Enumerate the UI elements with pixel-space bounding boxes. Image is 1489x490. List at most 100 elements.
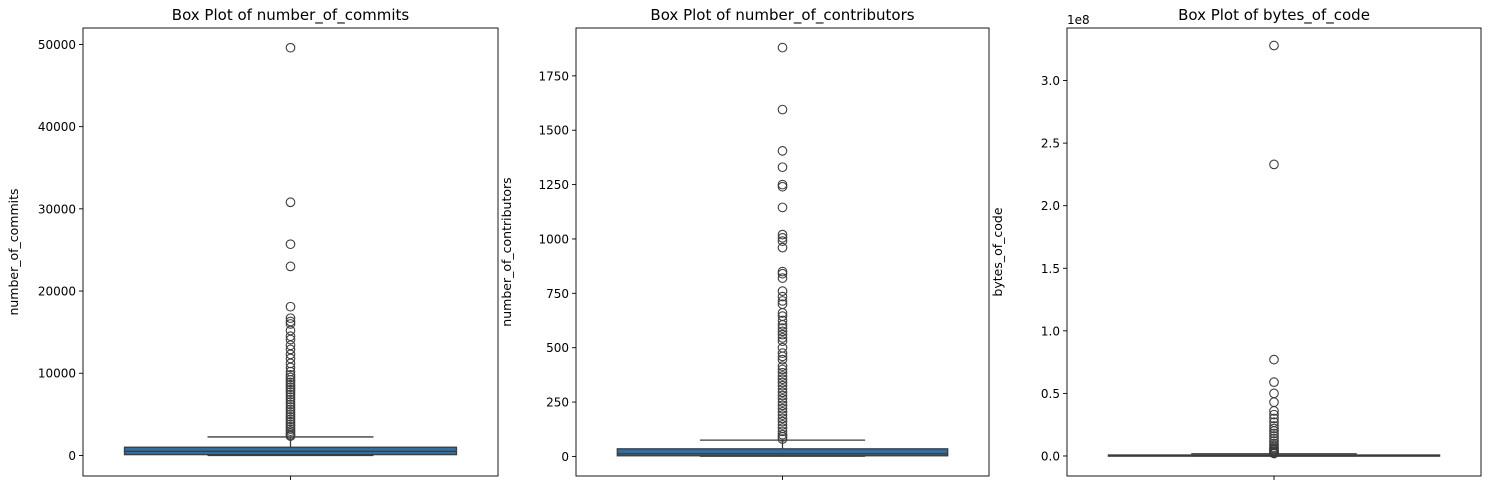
outlier-point: [777, 233, 788, 243]
outlier-point: [777, 434, 788, 444]
plot-frame: [575, 27, 990, 477]
outlier-point: [777, 420, 788, 430]
outlier-point: [285, 384, 296, 395]
outlier-point: [777, 387, 788, 398]
y-tick-label: 250: [546, 396, 569, 410]
outlier-point: [1269, 413, 1279, 424]
outlier-point: [777, 179, 788, 190]
outlier-point: [777, 315, 788, 326]
outlier-point: [1269, 428, 1279, 439]
outlier-point: [777, 146, 788, 156]
outlier-point: [285, 362, 296, 373]
box-iqr: [616, 448, 949, 457]
y-tick-label: 2.5: [1041, 137, 1060, 151]
outlier-point: [777, 410, 788, 420]
y-tick-label: 20000: [38, 285, 76, 299]
outlier-point: [285, 372, 296, 383]
outlier-point: [777, 42, 788, 53]
outlier-point: [777, 406, 788, 417]
outlier-point: [1269, 431, 1279, 441]
outlier-point: [777, 329, 788, 340]
outlier-point: [285, 42, 296, 53]
outlier-point: [285, 319, 296, 329]
outlier-point: [777, 380, 788, 391]
outlier-point: [285, 374, 296, 385]
y-tick-label: 0: [561, 450, 569, 464]
y-tick-label: 1250: [538, 178, 569, 192]
outlier-point: [777, 320, 788, 330]
y-tick-label: 30000: [38, 202, 76, 216]
outlier-point: [1269, 377, 1279, 387]
outlier-point: [285, 407, 296, 417]
outlier-point: [285, 431, 296, 441]
subplot-2: Box Plot of number_of_contributors 0 250 50…: [499, 6, 990, 480]
outlier-point: [777, 400, 788, 411]
outlier-point: [777, 348, 788, 358]
outlier-point: [777, 268, 788, 279]
y-tick-label: 1000: [538, 232, 569, 246]
outlier-point: [285, 394, 296, 405]
outlier-point: [777, 162, 788, 173]
plot-frame: [82, 27, 499, 477]
outlier-point: [777, 336, 788, 347]
outlier-point: [1269, 397, 1279, 408]
outlier-point: [777, 361, 788, 372]
outlier-point: [777, 104, 788, 115]
outlier-point: [777, 229, 788, 240]
outlier-point: [777, 397, 788, 407]
outlier-point: [777, 351, 788, 362]
outlier-point: [777, 273, 788, 283]
outlier-point: [1269, 409, 1279, 420]
y-tick-label: 10000: [38, 367, 76, 381]
outlier-point: [777, 426, 788, 437]
y-axis-label: number_of_contributors: [499, 177, 514, 326]
y-tick-label: 3.0: [1041, 74, 1060, 88]
outlier-point: [777, 291, 788, 302]
y-tick-label: 1.0: [1041, 324, 1060, 338]
subplot-1: Box Plot of number_of_commits 0 10000 20000…: [6, 6, 499, 480]
outlier-point: [285, 404, 296, 415]
y-tick-label: 750: [546, 287, 569, 301]
chart-title: Box Plot of bytes_of_code: [1178, 6, 1370, 25]
y-tick-label: 0.5: [1041, 387, 1060, 401]
outlier-point: [777, 413, 788, 424]
outlier-point: [1269, 406, 1279, 416]
subplot-3: Box Plot of bytes_of_code 0.0 0.5 1.0 1.5 2.0…: [990, 6, 1482, 480]
outlier-point: [1269, 426, 1279, 436]
outlier-point: [285, 399, 296, 410]
outlier-point: [777, 326, 788, 337]
y-tick-label: 1500: [538, 124, 569, 138]
y-tick-label: 2.0: [1041, 199, 1060, 213]
y-tick-label: 1.5: [1041, 262, 1060, 276]
outlier-point: [777, 354, 788, 365]
outlier-point: [285, 389, 296, 400]
y-axis-label: number_of_commits: [6, 188, 21, 315]
outlier-point: [285, 313, 296, 324]
y-tick-label: 0: [68, 449, 76, 463]
outlier-point: [1269, 40, 1279, 51]
outlier-point: [285, 197, 296, 208]
outlier-point: [1269, 423, 1279, 434]
outlier-point: [285, 261, 296, 272]
outlier-point: [285, 416, 296, 427]
y-tick-label: 0.0: [1041, 449, 1060, 463]
outlier-point: [285, 387, 296, 398]
outlier-point: [777, 181, 788, 192]
outlier-point: [285, 409, 296, 420]
outlier-point: [285, 334, 296, 345]
outlier-point: [777, 202, 788, 213]
y-tick-label: 40000: [38, 120, 76, 134]
outlier-point: [777, 323, 788, 333]
outlier-point: [777, 242, 788, 253]
outlier-point: [777, 367, 788, 378]
outlier-point: [777, 236, 788, 246]
outlier-point: [285, 414, 296, 425]
outlier-point: [285, 392, 296, 402]
outlier-point: [777, 393, 788, 404]
outlier-point: [285, 379, 296, 390]
outlier-point: [285, 397, 296, 407]
outlier-point: [285, 301, 296, 312]
y-tick-label: 500: [546, 341, 569, 355]
outlier-point: [1269, 159, 1279, 170]
outlier-point: [777, 296, 788, 306]
